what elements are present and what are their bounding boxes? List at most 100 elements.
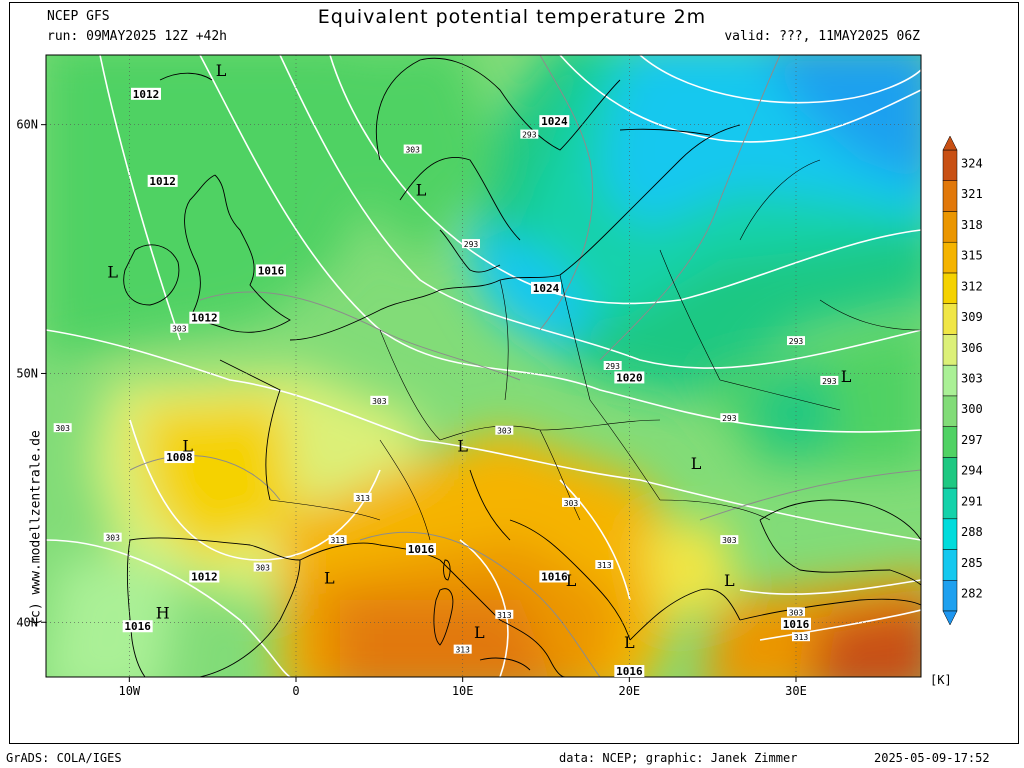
theta-label: 293	[464, 240, 479, 249]
low-center: L	[724, 571, 735, 590]
pressure-centers: L L L L L L L L L L L L H	[107, 61, 851, 652]
theta-label: 293	[722, 414, 737, 423]
pressure-label-bg	[147, 174, 178, 187]
colorbar-label: 318	[961, 218, 983, 232]
theta-label: 313	[497, 611, 512, 620]
lon-label: 20E	[618, 684, 640, 698]
low-center: L	[841, 367, 852, 386]
theta-label-bg	[720, 535, 739, 545]
theta-label: 293	[822, 377, 837, 386]
theta-label: 303	[497, 427, 512, 436]
theta-label-bg	[103, 532, 122, 542]
pressure-label: 1012	[133, 88, 160, 101]
pressure-label-bg	[539, 115, 570, 128]
theta-label-bg	[403, 144, 422, 154]
pressure-label: 1016	[616, 665, 643, 678]
low-center: L	[566, 571, 577, 590]
lon-label: 0	[292, 684, 299, 698]
lat-label: 60N	[16, 118, 38, 132]
model-name: NCEP GFS	[47, 9, 110, 24]
valid-time: valid: ???, 11MAY2025 06Z	[724, 29, 920, 44]
theta-label: 313	[355, 494, 370, 503]
colorbar-swatch	[942, 180, 958, 212]
theta-label-bg	[603, 361, 622, 370]
colorbar-unit: [K]	[930, 673, 952, 687]
colorbar-swatch	[942, 272, 958, 304]
colorbar-label: 282	[961, 587, 983, 601]
run-info: run: 09MAY2025 12Z +42h	[47, 29, 228, 44]
colorbar-swatch	[942, 426, 958, 458]
low-center: L	[416, 180, 427, 199]
colorbar: 282 285 288 291 294 297 300 303 306 309 312 315 318 3…	[930, 135, 983, 687]
colorbar-swatch	[942, 518, 958, 550]
figure-frame	[9, 2, 1019, 744]
pressure-label-bg	[614, 371, 645, 384]
latitude-labels: 60N 50N 40N	[16, 118, 38, 630]
pressure-label: 1012	[191, 570, 218, 583]
colorbar-swatch	[942, 211, 958, 243]
pressure-label-bg	[256, 264, 286, 277]
colorbar-label: 303	[961, 372, 983, 386]
pressure-label-bg	[406, 543, 436, 556]
low-center: L	[691, 454, 702, 473]
pressure-label-bg	[781, 617, 811, 630]
colorbar-label: 324	[961, 156, 983, 170]
lat-label: 50N	[16, 366, 38, 380]
low-center: L	[216, 61, 227, 80]
colorbar-label: 285	[961, 556, 983, 570]
longitude-labels: 10W 0 10E 20E 30E	[118, 684, 806, 698]
theta-label: 303	[55, 424, 70, 433]
theta-label-bg	[595, 560, 614, 570]
theta-label: 313	[455, 646, 470, 655]
low-center: L	[107, 262, 118, 281]
temperature-field	[46, 55, 921, 677]
pressure-label-bg	[189, 311, 220, 324]
pressure-label: 1016	[258, 264, 285, 277]
theta-label: 303	[372, 397, 387, 406]
colorbar-label: 315	[961, 249, 983, 263]
theta-label-bg	[495, 425, 514, 435]
low-center: L	[624, 633, 635, 652]
pressure-label-bg	[131, 87, 161, 100]
low-center: L	[474, 623, 485, 642]
colorbar-label: 312	[961, 279, 983, 293]
theta-label-bg	[720, 413, 739, 423]
pressure-label-bg	[614, 665, 645, 678]
colorbar-label: 291	[961, 494, 983, 508]
theta-label-bg	[787, 336, 805, 346]
colorbar-swatch	[942, 487, 958, 520]
colorbar-swatch	[942, 334, 958, 366]
colorbar-swatch	[942, 395, 958, 427]
pressure-label-bg	[189, 570, 220, 583]
colorbar-swatch	[942, 303, 958, 335]
software-credit: GrADS: COLA/IGES	[6, 751, 122, 765]
theta-label-bg	[562, 497, 580, 507]
pressure-label: 1016	[541, 570, 568, 583]
high-center: H	[156, 603, 170, 622]
theta-label-bg	[495, 609, 514, 619]
colorbar-swatch	[942, 580, 958, 612]
pressure-label: 1024	[541, 115, 568, 128]
theta-label-bg	[170, 323, 189, 333]
low-center: L	[324, 568, 335, 587]
colorbar-swatch	[942, 457, 958, 489]
theta-label-bg	[53, 423, 72, 433]
pressure-label: 1020	[616, 371, 643, 384]
lon-label: 10W	[118, 684, 140, 698]
theta-label: 303	[405, 146, 420, 155]
theta-label: 303	[722, 536, 737, 545]
theta-label-bg	[792, 632, 810, 642]
pressure-label-bg	[164, 451, 195, 464]
colorbar-label: 288	[961, 525, 983, 539]
colorbar-label: 300	[961, 402, 983, 416]
theta-label-bg	[253, 562, 272, 572]
colorbar-label: 294	[961, 464, 983, 478]
colorbar-label: 309	[961, 310, 983, 324]
pressure-label: 1012	[191, 312, 218, 325]
pressure-label: 1008	[166, 451, 193, 464]
theta-label: 303	[105, 534, 120, 543]
theta-label-bg	[520, 129, 539, 139]
theta-label: 303	[255, 564, 270, 573]
axis-ticks	[41, 124, 797, 682]
